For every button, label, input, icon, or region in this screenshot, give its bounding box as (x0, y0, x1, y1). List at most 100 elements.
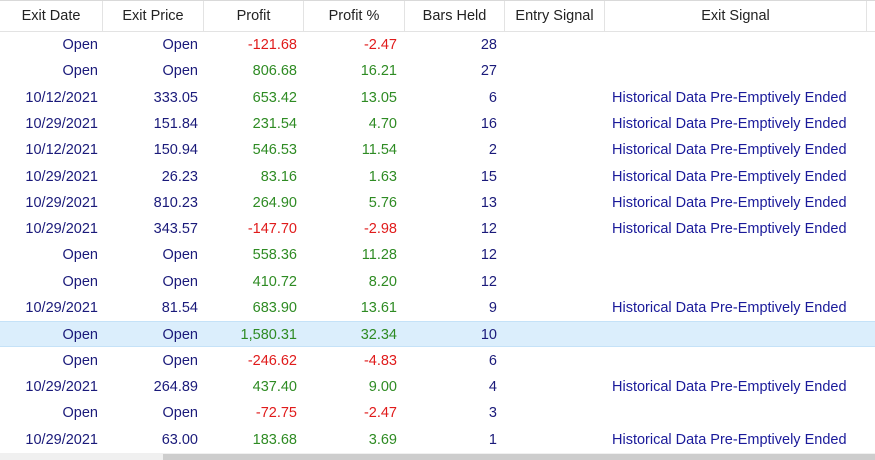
table-row[interactable]: Open Open 410.72 8.20 12 (0, 269, 875, 295)
cell-profit: 437.40 (252, 378, 297, 395)
table-row[interactable]: 10/29/2021 343.57 -147.70 -2.98 12 Historical… (0, 216, 875, 242)
cell-profit: 806.68 (252, 63, 297, 80)
cell-bars-held: 27 (480, 63, 497, 80)
column-header-exit-signal[interactable]: Exit Signal (605, 1, 867, 32)
cell-exit-signal: Historical Data Pre-Emptively Ended (612, 300, 847, 316)
cell-exit-price: 81.54 (161, 300, 198, 316)
column-header-entry-signal[interactable]: Entry Signal (505, 1, 605, 32)
cell-exit-price: 150.94 (153, 142, 198, 159)
cell-exit-date: 10/29/2021 (25, 168, 98, 185)
cell-exit-price: 264.89 (153, 378, 198, 395)
cell-exit-date: Open (62, 247, 98, 264)
cell-exit-date: Open (62, 63, 98, 80)
cell-bars-held: 16 (480, 115, 497, 132)
cell-exit-signal: Historical Data Pre-Emptively Ended (612, 168, 847, 185)
table-row[interactable]: 10/29/2021 151.84 231.54 4.70 16 Historical D… (0, 111, 875, 137)
cell-exit-date: Open (62, 405, 98, 422)
cell-exit-price: 26.23 (161, 168, 198, 185)
cell-exit-date: Open (62, 352, 98, 369)
cell-profit-pct: 13.61 (360, 300, 397, 316)
cell-profit: -121.68 (247, 37, 297, 53)
grid-header: Exit Date Exit Price Profit Profit % Bar… (0, 0, 875, 32)
cell-exit-signal: Historical Data Pre-Emptively Ended (612, 115, 847, 132)
cell-exit-date: 10/29/2021 (25, 378, 98, 395)
cell-profit-pct: 3.69 (368, 431, 397, 448)
cell-exit-signal: Historical Data Pre-Emptively Ended (612, 431, 847, 448)
cell-bars-held: 10 (480, 327, 497, 344)
scrollbar-thumb[interactable] (163, 454, 875, 460)
cell-exit-date: 10/12/2021 (25, 142, 98, 159)
cell-bars-held: 12 (480, 273, 497, 290)
cell-bars-held: 13 (480, 194, 497, 211)
cell-profit: 558.36 (252, 247, 297, 264)
table-row[interactable]: 10/29/2021 63.00 183.68 3.69 1 Historical Dat… (0, 427, 875, 453)
cell-exit-price: Open (162, 405, 198, 422)
table-row[interactable]: 10/29/2021 810.23 264.90 5.76 13 Historical D… (0, 190, 875, 216)
cell-exit-price: 343.57 (153, 221, 198, 238)
cell-exit-price: Open (162, 273, 198, 290)
table-row[interactable]: Open Open 806.68 16.21 27 (0, 58, 875, 84)
column-header-exit-price[interactable]: Exit Price (103, 1, 204, 32)
cell-profit-pct: 4.70 (368, 115, 397, 132)
cell-profit: -72.75 (255, 405, 297, 422)
cell-profit: 183.68 (252, 431, 297, 448)
column-header-profit[interactable]: Profit (204, 1, 304, 32)
cell-profit: 546.53 (252, 142, 297, 159)
cell-profit-pct: 13.05 (360, 89, 397, 106)
cell-profit: 264.90 (252, 194, 297, 211)
cell-exit-date: 10/12/2021 (25, 89, 98, 106)
cell-profit: 83.16 (260, 168, 297, 185)
table-row[interactable]: 10/29/2021 81.54 683.90 13.61 9 Historical Da… (0, 295, 875, 321)
cell-profit-pct: 16.21 (360, 63, 397, 80)
cell-profit-pct: -2.47 (363, 37, 397, 53)
cell-profit: 410.72 (252, 273, 297, 290)
cell-bars-held: 4 (488, 378, 497, 395)
table-row[interactable]: Open Open -72.75 -2.47 3 (0, 400, 875, 426)
cell-exit-date: 10/29/2021 (25, 115, 98, 132)
horizontal-scrollbar[interactable] (0, 453, 875, 460)
cell-exit-date: 10/29/2021 (25, 221, 98, 238)
cell-exit-price: 151.84 (153, 115, 198, 132)
cell-profit-pct: 5.76 (368, 194, 397, 211)
cell-profit: 683.90 (252, 300, 297, 316)
cell-exit-date: Open (62, 327, 98, 344)
table-row[interactable]: Open Open -121.68 -2.47 28 (0, 32, 875, 58)
cell-profit-pct: 9.00 (368, 378, 397, 395)
cell-bars-held: 1 (488, 431, 497, 448)
cell-bars-held: 6 (488, 352, 497, 369)
cell-exit-date: 10/29/2021 (25, 300, 98, 316)
table-row[interactable]: Open Open -246.62 -4.83 6 (0, 348, 875, 374)
cell-exit-price: Open (162, 63, 198, 80)
cell-exit-signal: Historical Data Pre-Emptively Ended (612, 194, 847, 211)
column-header-exit-date[interactable]: Exit Date (0, 1, 103, 32)
cell-exit-signal: Historical Data Pre-Emptively Ended (612, 89, 847, 106)
cell-profit: 1,580.31 (240, 327, 297, 344)
cell-profit: 231.54 (252, 115, 297, 132)
cell-bars-held: 12 (480, 247, 497, 264)
cell-exit-price: Open (162, 37, 198, 53)
cell-profit: 653.42 (252, 89, 297, 106)
column-header-profit-pct[interactable]: Profit % (304, 1, 405, 32)
cell-bars-held: 9 (488, 300, 497, 316)
table-row[interactable]: 10/29/2021 26.23 83.16 1.63 15 Historical Dat… (0, 164, 875, 190)
table-row[interactable]: 10/12/2021 333.05 653.42 13.05 6 Historical D… (0, 85, 875, 111)
cell-exit-date: 10/29/2021 (25, 194, 98, 211)
cell-profit-pct: -4.83 (363, 352, 397, 369)
table-row[interactable]: 10/29/2021 264.89 437.40 9.00 4 Historical Da… (0, 374, 875, 400)
table-row[interactable]: Open Open 558.36 11.28 12 (0, 242, 875, 268)
cell-bars-held: 28 (480, 37, 497, 53)
cell-profit: -246.62 (247, 352, 297, 369)
cell-bars-held: 15 (480, 168, 497, 185)
cell-exit-date: 10/29/2021 (25, 431, 98, 448)
cell-exit-signal: Historical Data Pre-Emptively Ended (612, 142, 847, 159)
cell-exit-price: 333.05 (153, 89, 198, 106)
cell-profit-pct: 1.63 (368, 168, 397, 185)
cell-exit-price: 63.00 (161, 431, 198, 448)
cell-exit-date: Open (62, 37, 98, 53)
cell-exit-signal: Historical Data Pre-Emptively Ended (612, 221, 847, 238)
cell-profit-pct: 32.34 (360, 327, 397, 344)
table-row[interactable]: Open Open 1,580.31 32.34 10 (0, 321, 875, 348)
cell-bars-held: 2 (488, 142, 497, 159)
table-row[interactable]: 10/12/2021 150.94 546.53 11.54 2 Historical D… (0, 137, 875, 163)
column-header-bars-held[interactable]: Bars Held (405, 1, 505, 32)
